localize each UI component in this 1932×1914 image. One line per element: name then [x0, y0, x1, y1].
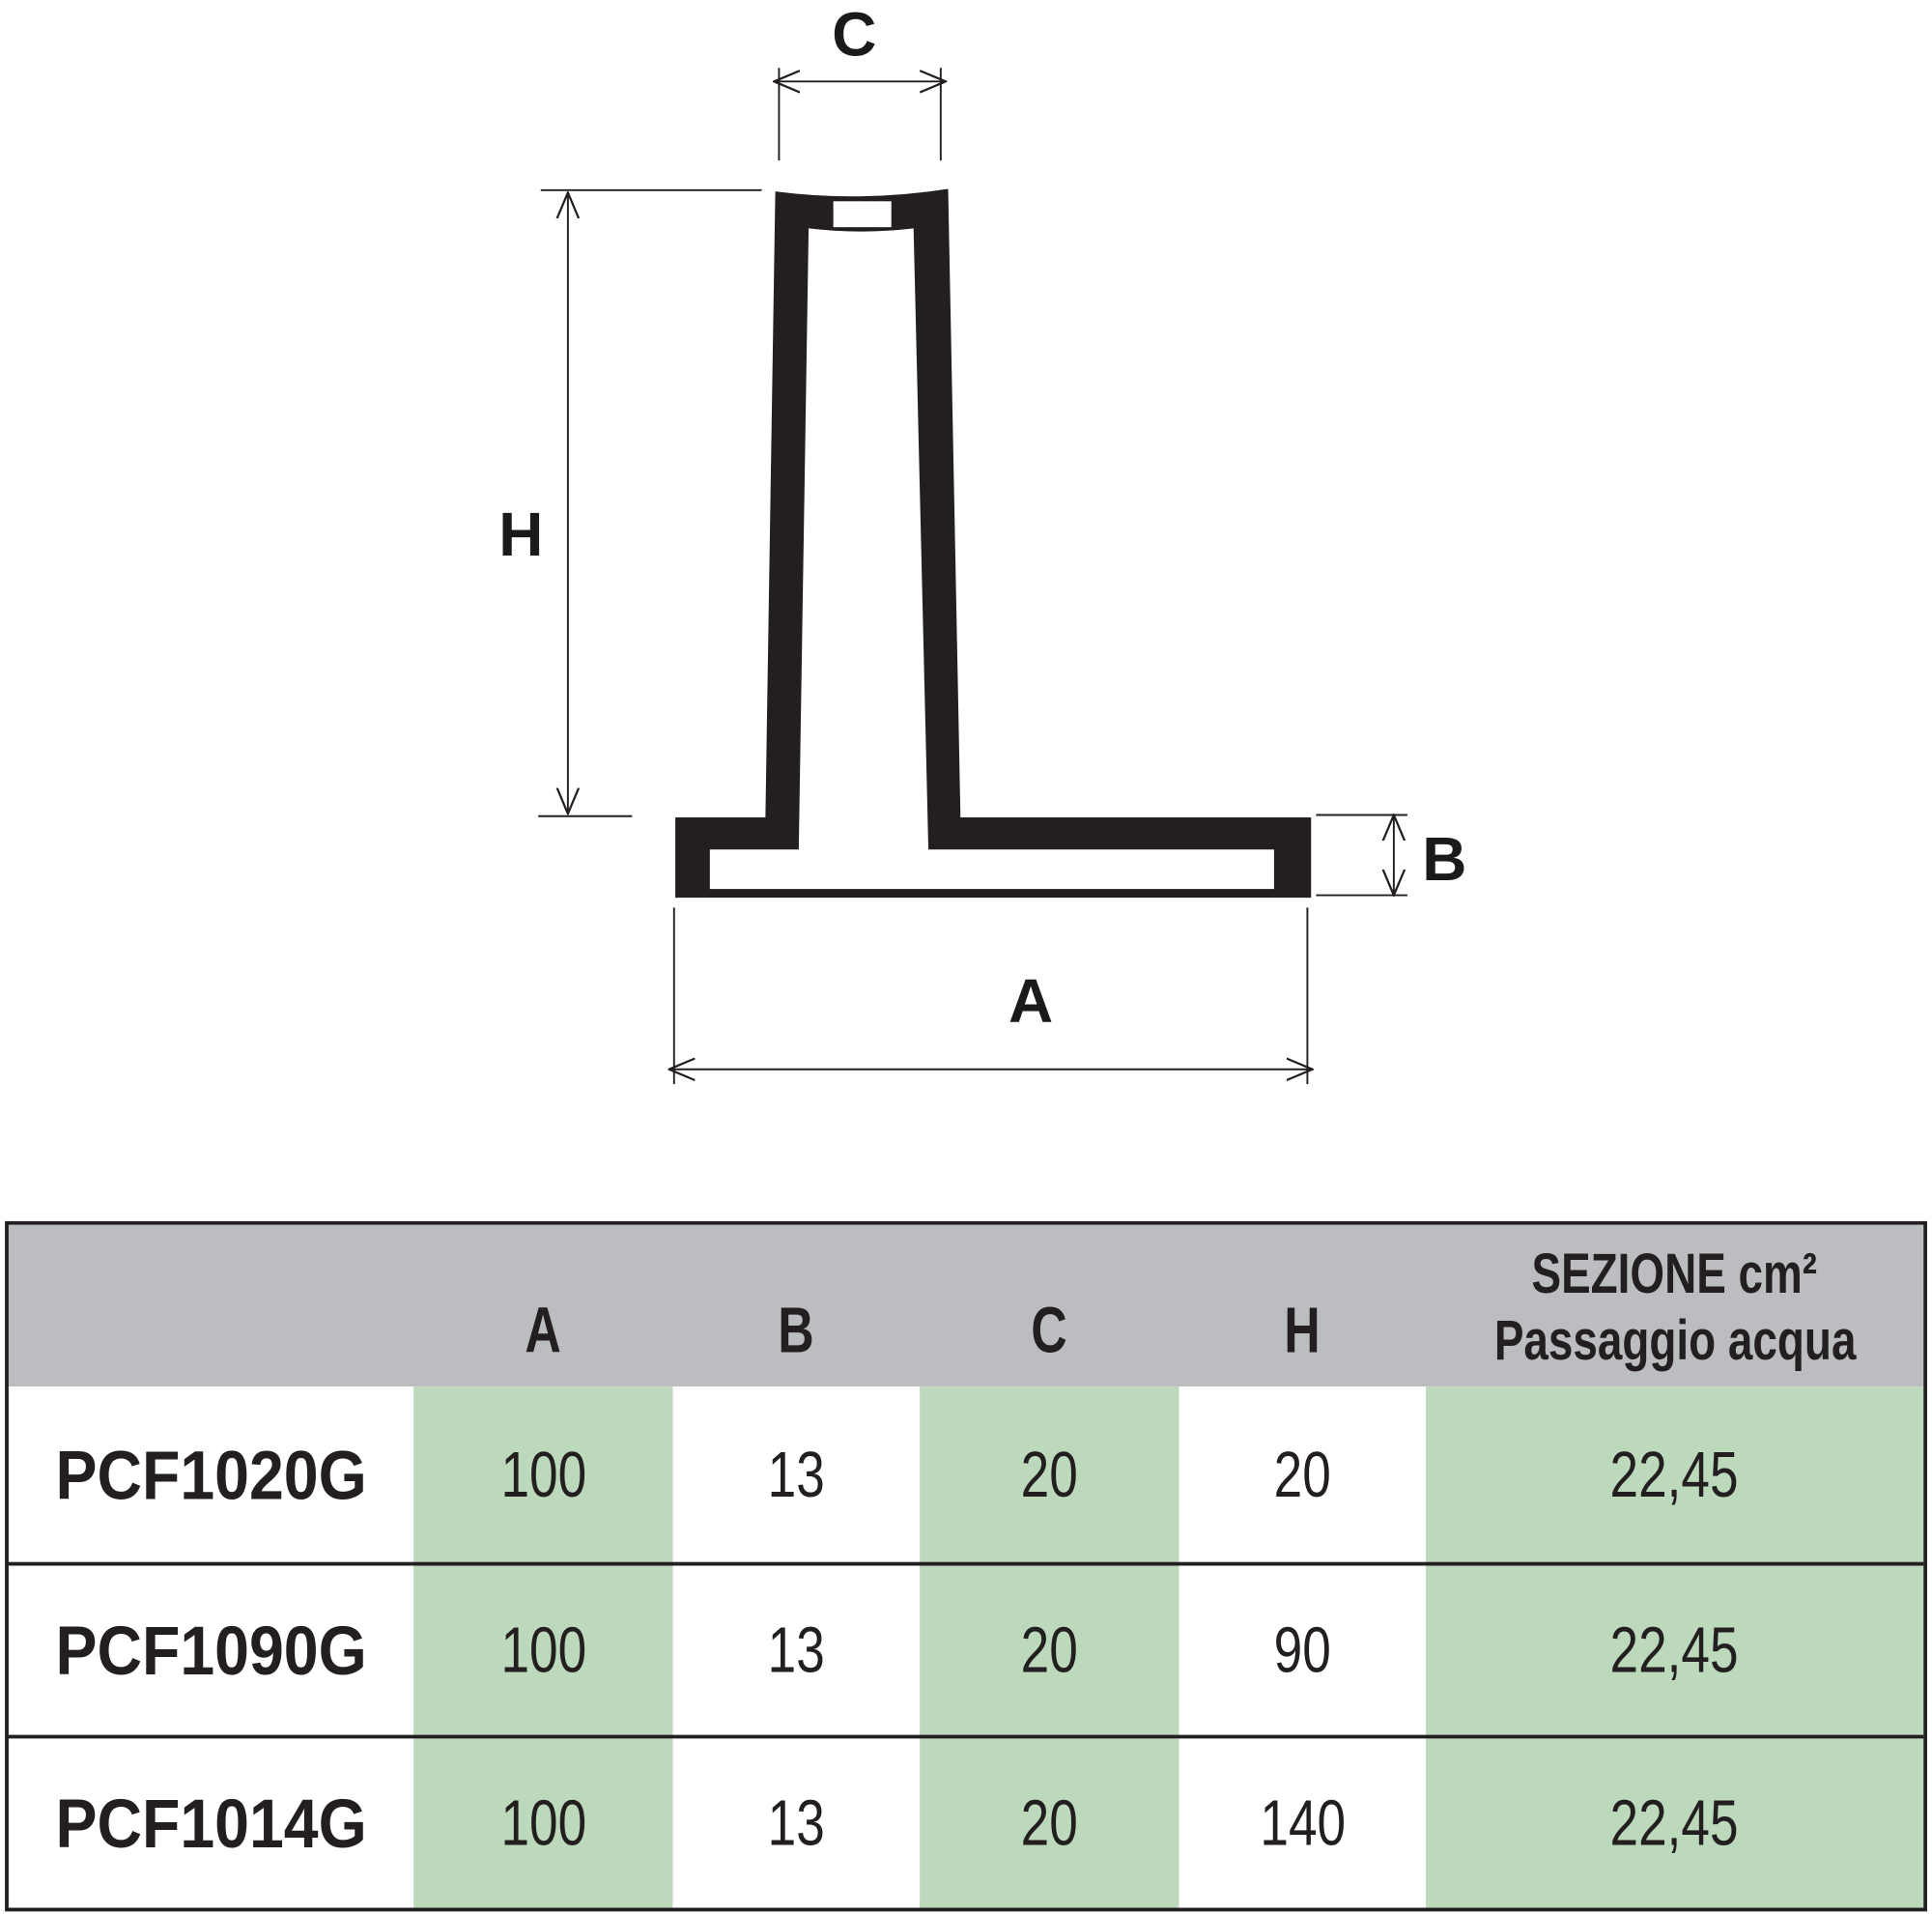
cell-sezione: 22,45: [1426, 1386, 1924, 1563]
top-slot: [833, 201, 892, 228]
cell-a: 100: [413, 1565, 673, 1735]
header-sezione: SEZIONE cm² Passaggio acqua: [1493, 1240, 1856, 1372]
cell-c: 20: [920, 1565, 1179, 1735]
row-divider: [8, 1561, 1924, 1566]
header-h: H: [1284, 1294, 1321, 1367]
cell-sezione: 22,45: [1426, 1565, 1924, 1735]
row-divider: [8, 1734, 1924, 1739]
label-c: C: [832, 0, 876, 70]
product-code: PCF1090G: [8, 1565, 414, 1735]
cell-c: 20: [920, 1738, 1179, 1908]
header-b: B: [778, 1294, 815, 1367]
cell-h: 20: [1179, 1386, 1427, 1563]
label-a: A: [1009, 966, 1053, 1036]
cell-sezione: 22,45: [1426, 1738, 1924, 1908]
cell-h: 140: [1179, 1738, 1427, 1908]
cell-a: 100: [413, 1386, 673, 1563]
dimensions-table: A B C H SEZIONE cm² Passaggio acqua PCF1…: [5, 1220, 1927, 1912]
cell-b: 13: [672, 1738, 921, 1908]
product-code: PCF1014G: [8, 1738, 414, 1908]
cell-b: 13: [672, 1386, 921, 1563]
cell-b: 13: [672, 1565, 921, 1735]
label-h: H: [498, 500, 543, 569]
table-header: A B C H SEZIONE cm² Passaggio acqua: [8, 1224, 1924, 1387]
header-code: [9, 1225, 413, 1386]
header-c: C: [1031, 1294, 1068, 1367]
cell-c: 20: [920, 1386, 1179, 1563]
profile-diagram: C H B A: [498, 0, 1466, 1085]
table-row: PCF1090G 100 13 20 90 22,45: [8, 1565, 1924, 1735]
cell-a: 100: [413, 1738, 673, 1908]
header-a: A: [525, 1294, 562, 1367]
cell-h: 90: [1179, 1565, 1427, 1735]
label-b: B: [1422, 824, 1466, 894]
table-row: PCF1014G 100 13 20 140 22,45: [8, 1738, 1924, 1908]
product-code: PCF1020G: [8, 1386, 414, 1563]
table-row: PCF1020G 100 13 20 20 22,45: [8, 1386, 1924, 1563]
profile-shape: [675, 188, 1312, 899]
